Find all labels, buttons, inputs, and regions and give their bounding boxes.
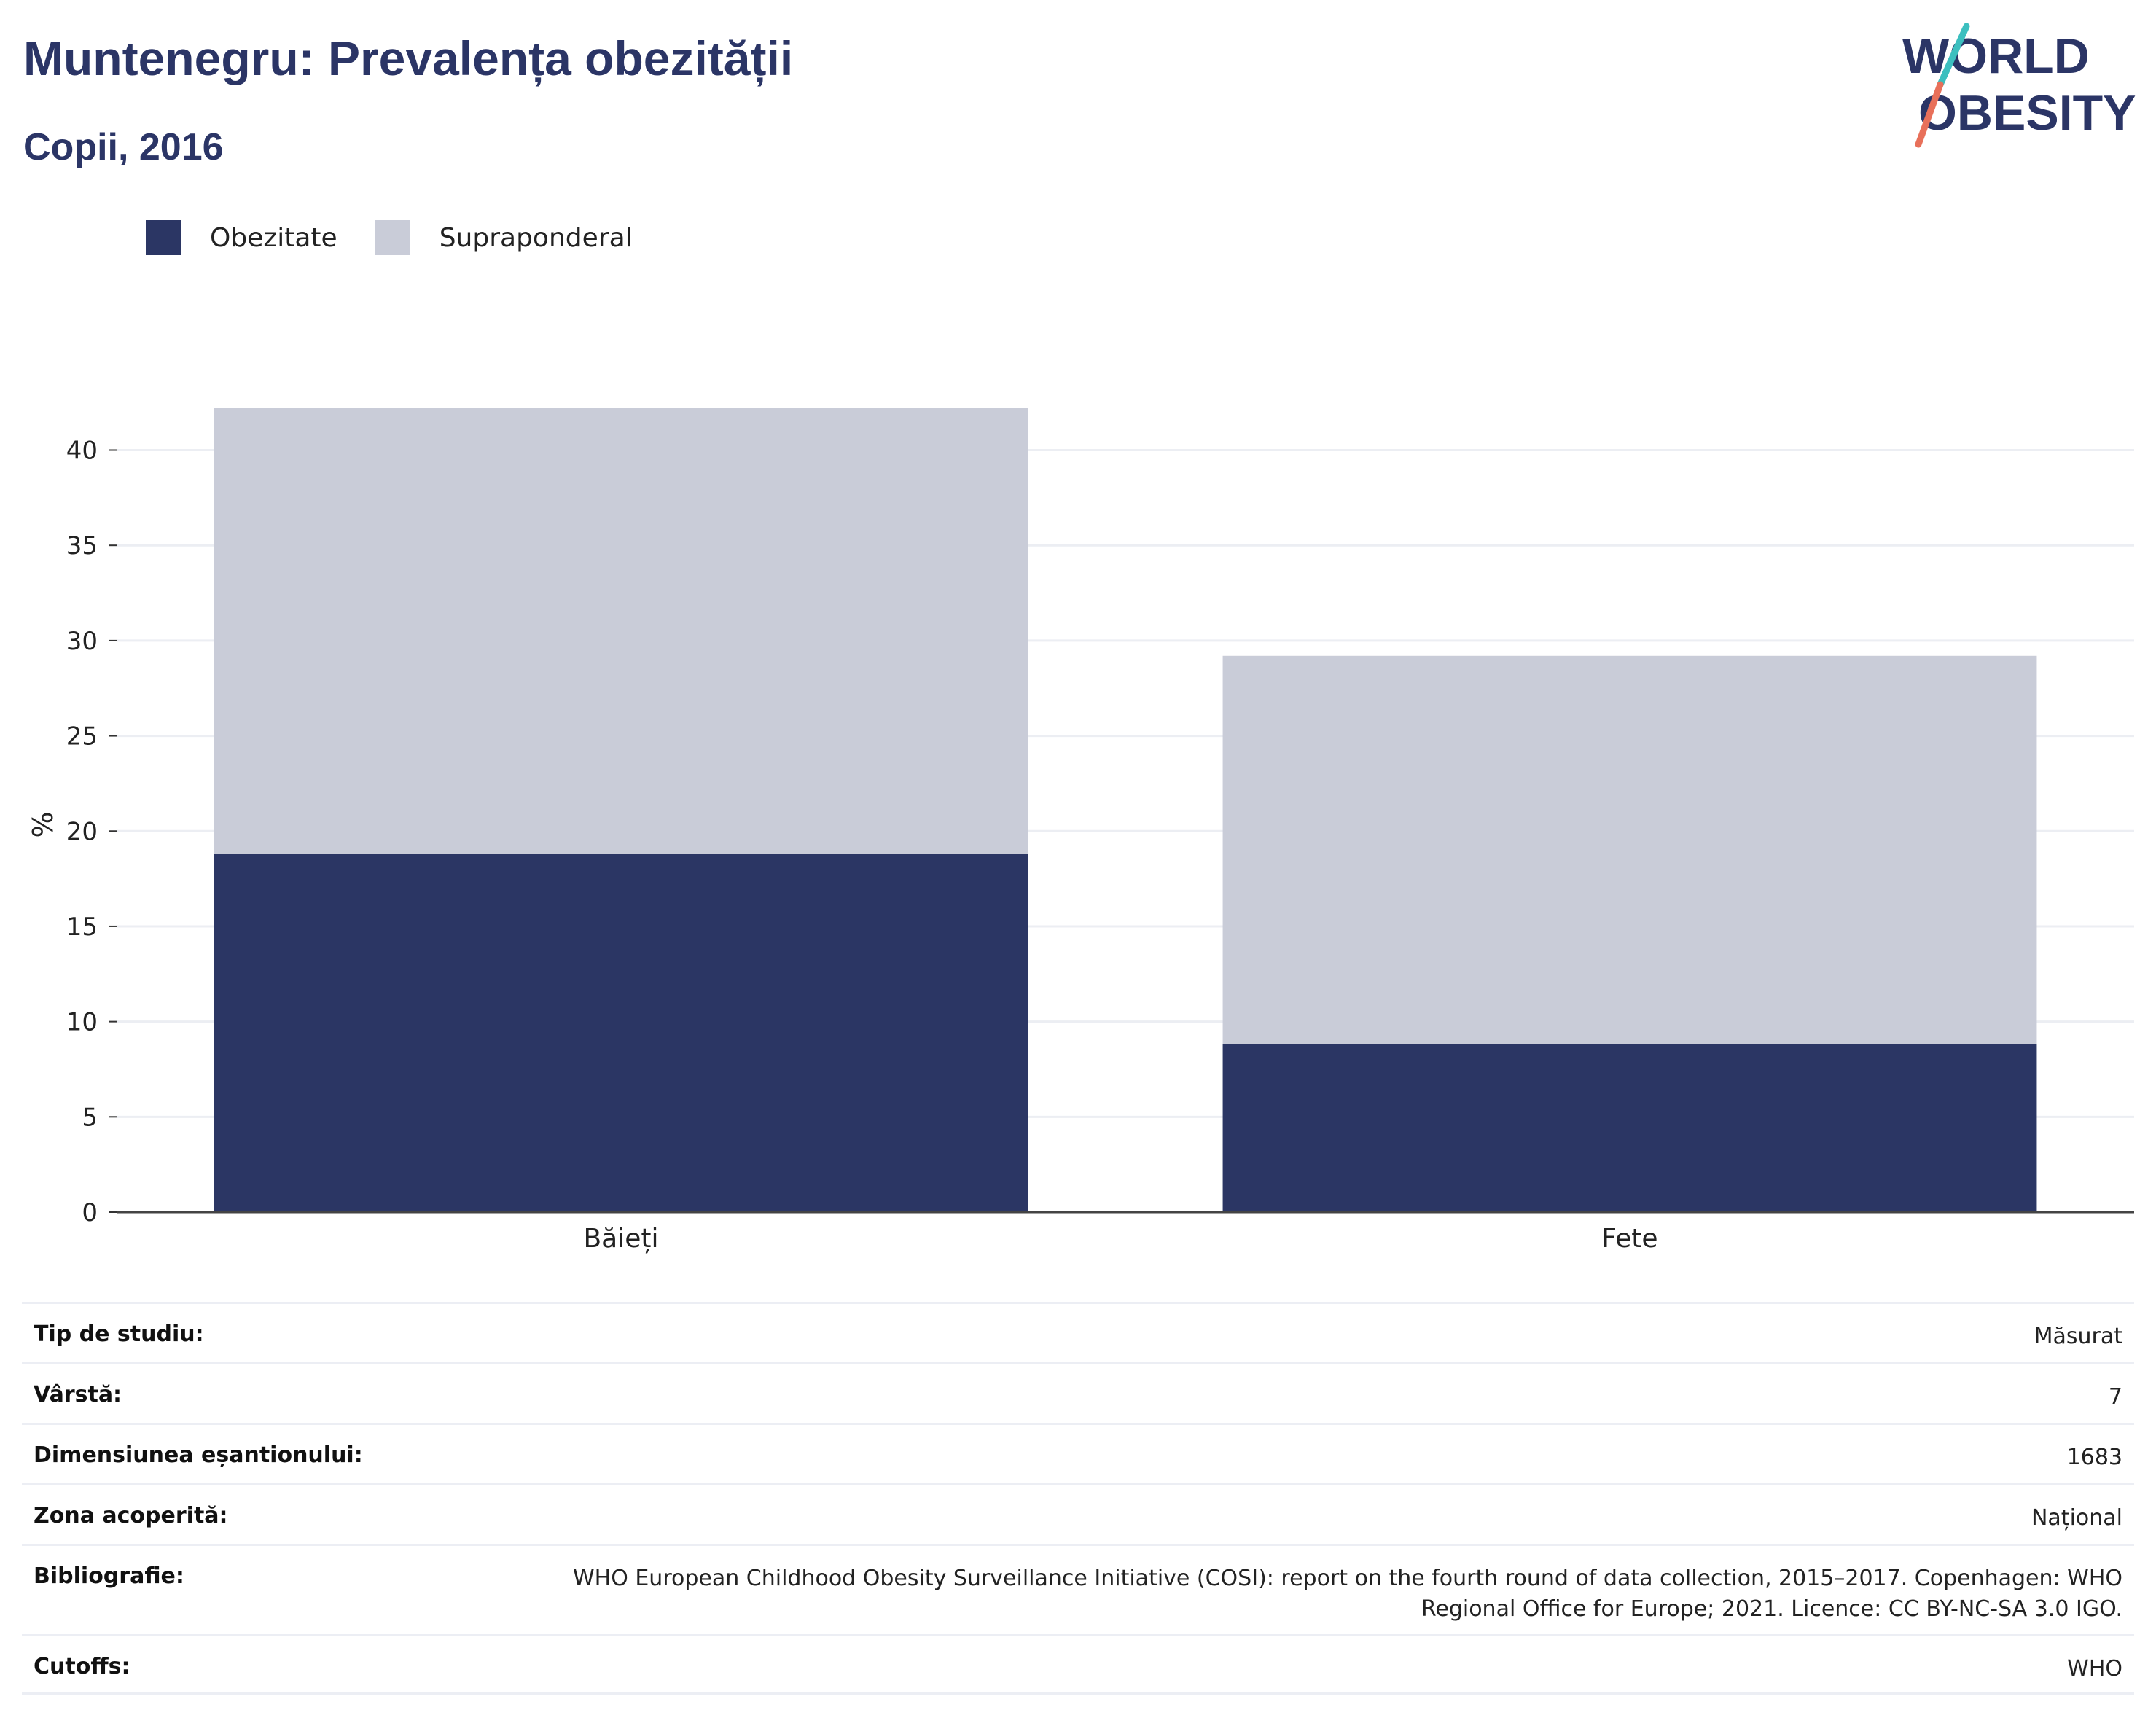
legend: Obezitate Supraponderal: [146, 216, 671, 259]
y-tick-label: 15: [66, 913, 98, 942]
y-tick-label: 5: [82, 1103, 98, 1132]
legend-label: Obezitate: [210, 222, 337, 253]
y-tick-label: 10: [66, 1008, 98, 1037]
meta-value: 7: [2108, 1384, 2122, 1410]
bar-chart: 0 5 10 15 20 25 30 35 40% Băieți Fete: [27, 408, 2134, 1254]
meta-row-study-type: Tip de studiu: Măsurat: [22, 1302, 2134, 1362]
bars: [214, 408, 2037, 1212]
meta-value: WHO: [2067, 1656, 2122, 1682]
logo-line1: WORLD: [1902, 28, 2090, 84]
logo-line2: OBESITY: [1918, 85, 2136, 141]
meta-key: Tip de studiu:: [34, 1321, 204, 1347]
legend-label: Supraponderal: [439, 222, 633, 253]
meta-row-bibliography: Bibliografie: WHO European Childhood Obe…: [22, 1544, 2134, 1634]
world-obesity-logo: WORLD OBESITY: [1902, 23, 2136, 148]
legend-item-obezitate[interactable]: Obezitate: [146, 220, 337, 255]
legend-item-supraponderal[interactable]: Supraponderal: [375, 220, 633, 255]
meta-key: Vârstă:: [34, 1382, 122, 1407]
bar-supraponderal[interactable]: [214, 408, 1028, 854]
y-tick-label: 0: [82, 1198, 98, 1227]
legend-swatch-supraponderal: [375, 220, 410, 255]
y-axis-title: %: [27, 811, 59, 837]
meta-value: Național: [2031, 1505, 2122, 1531]
chart-title: Muntenegru: Prevalența obezității: [23, 31, 794, 85]
y-tick-label: 20: [66, 817, 98, 846]
bar-obezitate[interactable]: [214, 854, 1028, 1212]
y-tick-label: 35: [66, 531, 98, 561]
y-tick-label: 25: [66, 722, 98, 751]
meta-key: Cutoffs:: [34, 1654, 130, 1679]
meta-row-age: Vârstă: 7: [22, 1362, 2134, 1423]
meta-value: 1683: [2066, 1445, 2122, 1470]
meta-key: Dimensiunea eșantionului:: [34, 1442, 363, 1468]
bar-obezitate[interactable]: [1222, 1044, 2037, 1212]
meta-value: Măsurat: [2034, 1324, 2122, 1349]
legend-swatch-obezitate: [146, 220, 181, 255]
axes: 0 5 10 15 20 25 30 35 40% Băieți Fete: [27, 437, 2134, 1254]
y-tick-label: 30: [66, 627, 98, 656]
y-tick-label: 40: [66, 437, 98, 466]
study-metadata-table: Tip de studiu: Măsurat Vârstă: 7 Dimensi…: [22, 1302, 2134, 1695]
meta-row-cutoffs: Cutoffs: WHO: [22, 1634, 2134, 1695]
chart-subtitle: Copii, 2016: [23, 126, 224, 168]
x-category-label: Băieți: [583, 1224, 658, 1254]
meta-key: Zona acoperită:: [34, 1503, 228, 1528]
meta-row-sample-size: Dimensiunea eșantionului: 1683: [22, 1423, 2134, 1483]
meta-value: WHO European Childhood Obesity Surveilla…: [572, 1566, 2122, 1622]
logo-slash-top: [1937, 23, 1970, 88]
x-category-label: Fete: [1601, 1224, 1657, 1254]
meta-row-area: Zona acoperită: Național: [22, 1483, 2134, 1544]
meta-key: Bibliografie:: [34, 1563, 184, 1589]
bar-supraponderal[interactable]: [1222, 655, 2037, 1044]
logo-slash-bottom: [1915, 81, 1944, 148]
